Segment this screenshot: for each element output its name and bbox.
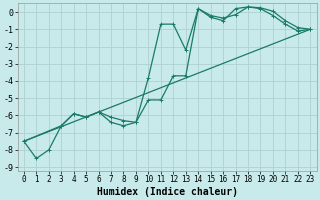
X-axis label: Humidex (Indice chaleur): Humidex (Indice chaleur) <box>97 186 237 197</box>
